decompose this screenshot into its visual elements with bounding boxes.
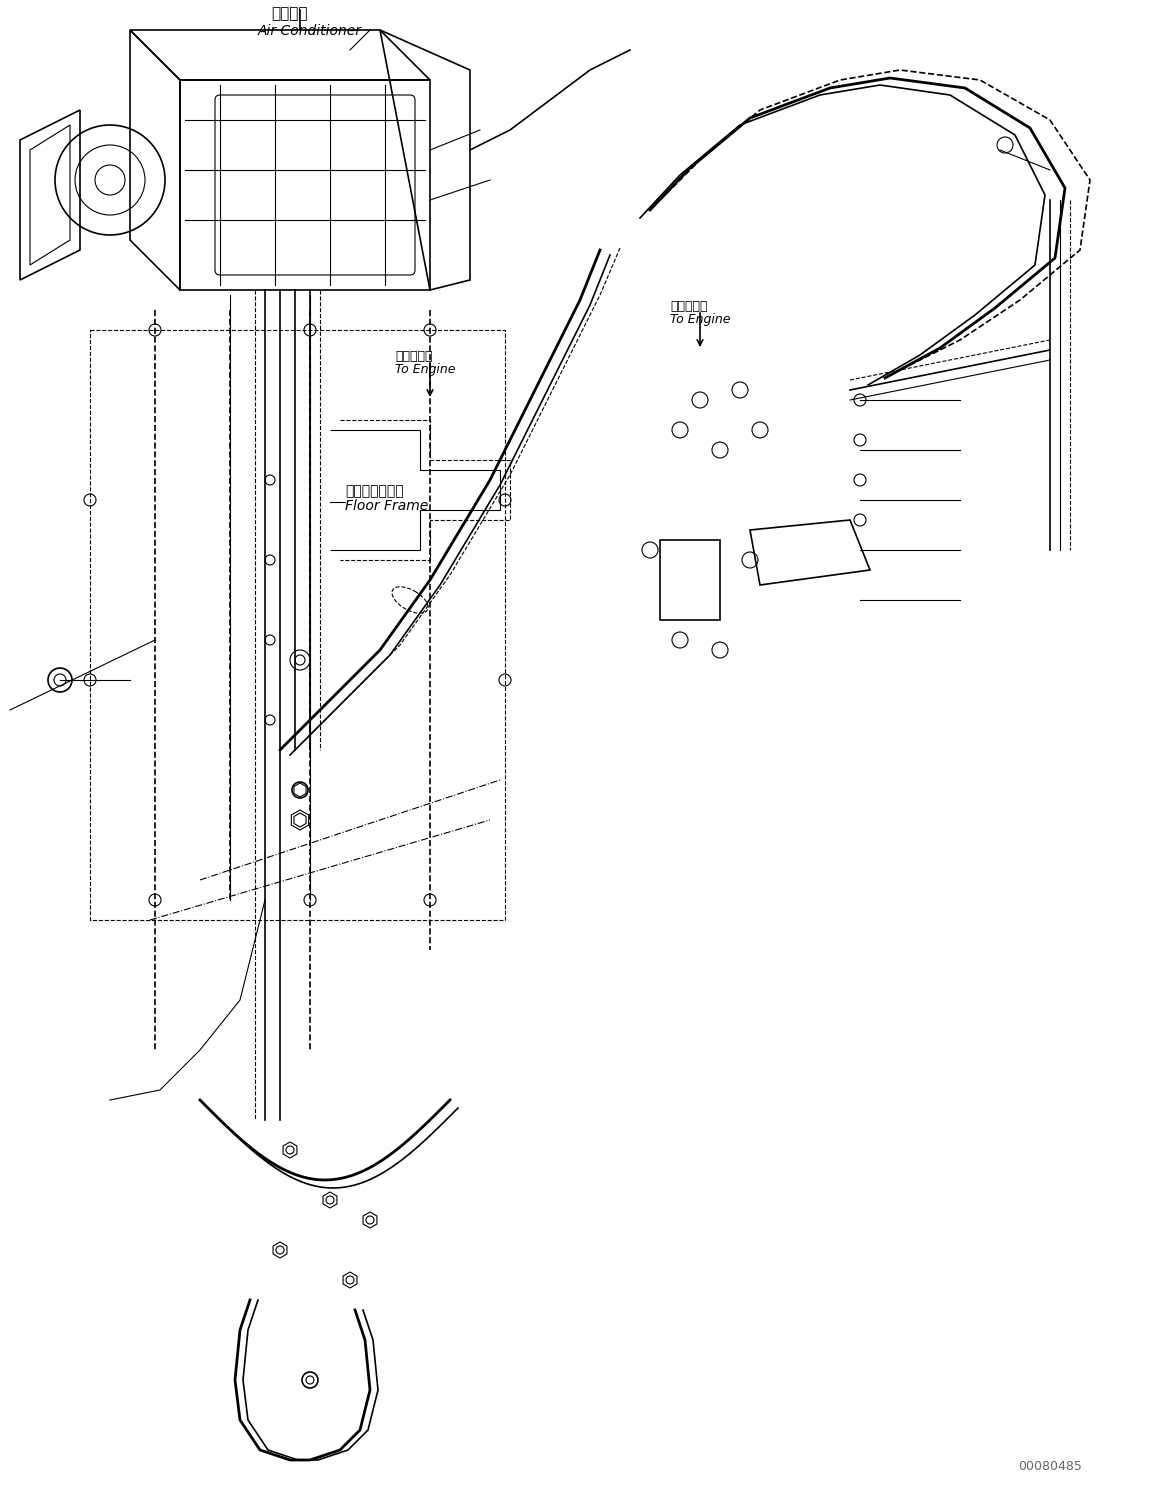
Text: To Engine: To Engine	[670, 313, 730, 327]
Text: フロアフレーム: フロアフレーム	[345, 485, 403, 498]
Text: エンジンへ: エンジンへ	[670, 300, 707, 313]
Text: Floor Frame: Floor Frame	[345, 499, 428, 513]
Circle shape	[54, 674, 66, 686]
Text: 00080485: 00080485	[1018, 1460, 1083, 1473]
Text: Air Conditioner: Air Conditioner	[258, 24, 362, 37]
Text: エアコン: エアコン	[271, 6, 308, 21]
Text: To Engine: To Engine	[395, 362, 455, 376]
Text: エンジンへ: エンジンへ	[395, 350, 432, 362]
